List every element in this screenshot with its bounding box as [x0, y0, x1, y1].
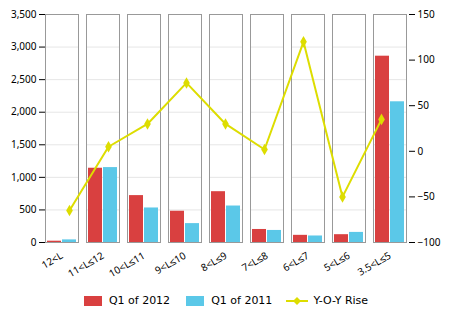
svg-text:10<L≤11: 10<L≤11: [106, 248, 147, 280]
svg-text:500: 500: [19, 202, 36, 216]
svg-text:0: 0: [31, 235, 37, 249]
svg-text:100: 100: [418, 52, 435, 66]
svg-text:7<L≤8: 7<L≤8: [239, 248, 270, 274]
svg-text:3.5<L≤5: 3.5<L≤5: [355, 248, 394, 278]
svg-text:−50: −50: [418, 189, 435, 203]
svg-text:12<L: 12<L: [39, 248, 65, 271]
svg-text:−100: −100: [418, 235, 441, 249]
svg-text:1,000: 1,000: [11, 170, 37, 184]
svg-text:6<L≤7: 6<L≤7: [280, 248, 311, 274]
svg-text:3,500: 3,500: [11, 7, 37, 21]
svg-text:9<L≤10: 9<L≤10: [152, 248, 188, 277]
svg-text:150: 150: [418, 7, 435, 21]
svg-text:5<L≤6: 5<L≤6: [321, 248, 352, 274]
svg-text:1,500: 1,500: [11, 137, 37, 151]
svg-text:8<L≤9: 8<L≤9: [198, 248, 229, 274]
svg-text:3,000: 3,000: [11, 39, 37, 53]
svg-text:0: 0: [418, 144, 424, 158]
svg-text:2,500: 2,500: [11, 72, 37, 86]
svg-text:2,000: 2,000: [11, 104, 37, 118]
html-text:Q1 of 2011: Q1 of 2011: [211, 294, 273, 307]
svg-text:11<L≤12: 11<L≤12: [65, 248, 106, 280]
html-text:Y-O-Y Rise: Y-O-Y Rise: [313, 294, 369, 307]
svg-text:50: 50: [418, 98, 430, 112]
html-text:Q1 of 2012: Q1 of 2012: [108, 294, 171, 307]
